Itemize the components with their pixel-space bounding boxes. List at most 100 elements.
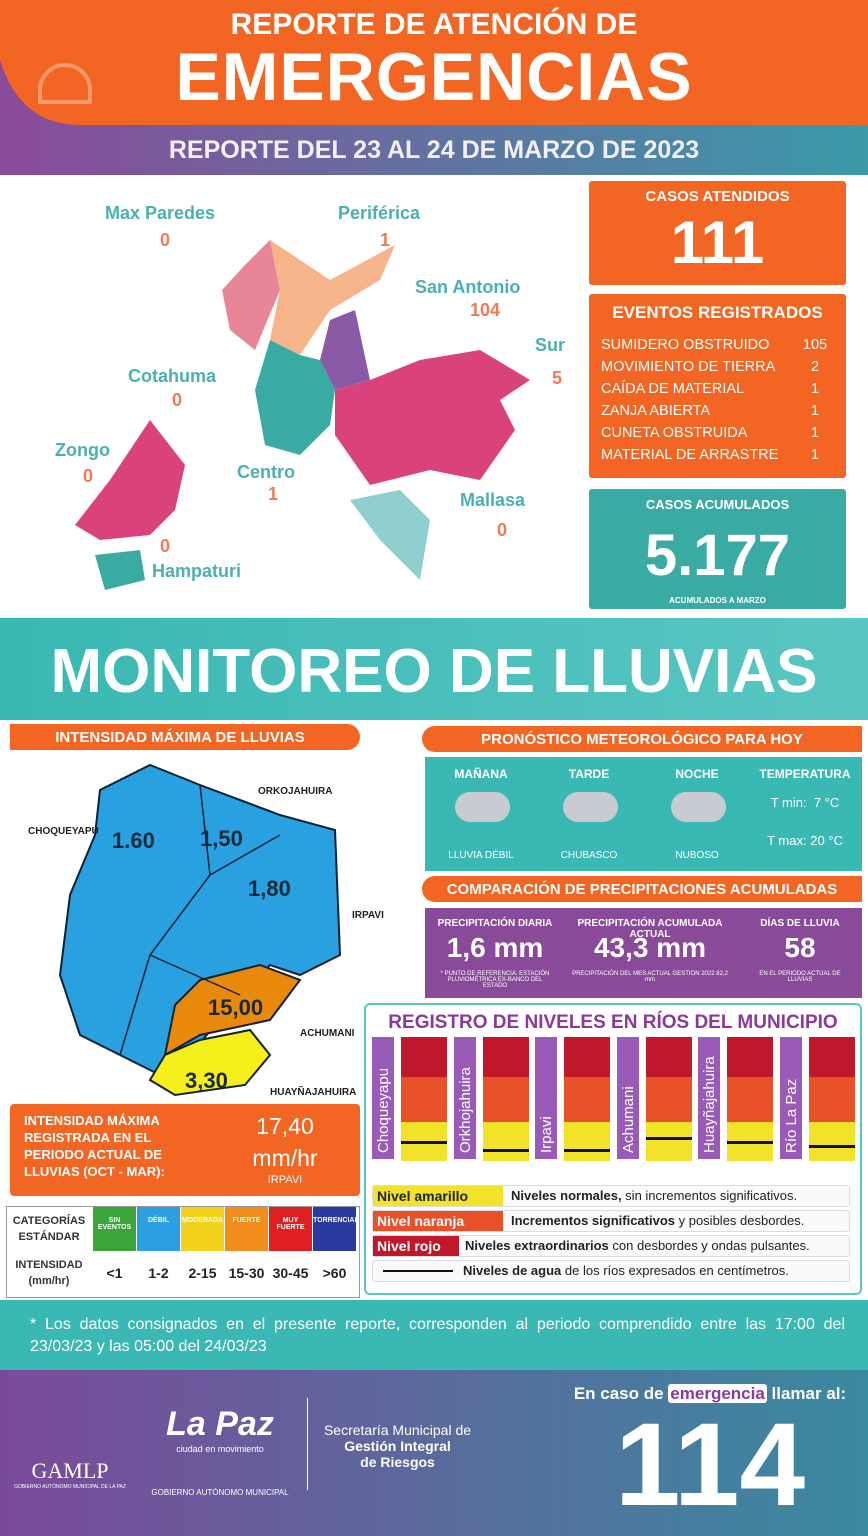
legend-bold: Niveles extraordinarios: [465, 1238, 609, 1253]
river-level: [482, 1037, 529, 1161]
cases-value: 111: [670, 209, 765, 276]
level-red: [401, 1037, 447, 1077]
period-name: MAÑANA: [454, 767, 508, 781]
table-header: CATEGORÍAS ESTÁNDAR: [12, 1215, 86, 1243]
legend-text: Niveles extraordinarios con desbordes y …: [465, 1238, 810, 1253]
gamlp-sub: GOBIERNO AUTÓNOMO MUNICIPAL DE LA PAZ: [14, 1484, 126, 1490]
category-cell: SIN EVENTOS: [93, 1207, 136, 1251]
station-value: 15,00: [208, 995, 264, 1020]
water-line: [808, 1145, 855, 1148]
accumulated-value: 5.177: [644, 523, 791, 588]
river-name-box: Huayñajahuira: [698, 1037, 720, 1159]
category-name: TORRENCIAL: [313, 1217, 359, 1224]
legend-rest: y posibles desbordes.: [675, 1213, 805, 1228]
call-post: llamar al:: [766, 1384, 847, 1403]
station-name: ACHUMANI: [300, 1028, 355, 1039]
level-yellow: [645, 1122, 692, 1161]
station-value: 1,80: [248, 876, 291, 901]
legend-bold: Niveles normales,: [511, 1188, 622, 1203]
secretaria-2: Gestión Integral: [344, 1438, 451, 1454]
legend-label: Nivel rojo: [373, 1236, 459, 1256]
cloud-icon: [563, 792, 618, 822]
level-red: [727, 1037, 773, 1077]
river-level: [727, 1037, 773, 1161]
period-name: TARDE: [568, 767, 610, 781]
cloud-icon: [671, 792, 726, 822]
district-value: 1: [268, 484, 279, 504]
comparison-note: * PUNTO DE REFERENCIA: ESTACIÓN PLUVIOMÉ…: [440, 971, 550, 989]
legend-label: Nivel naranja: [373, 1211, 503, 1231]
district-shape: [95, 550, 145, 590]
lapaz-tag: ciudad en movimiento: [176, 1444, 264, 1454]
station-value: 3,30: [185, 1068, 228, 1093]
phone: 114: [614, 1399, 806, 1531]
footnote: * Los datos consignados en el presente r…: [30, 1316, 845, 1355]
category-name: DÉBIL: [148, 1217, 169, 1224]
temp-title: TEMPERATURA: [759, 767, 851, 781]
forecast-bar: [422, 726, 862, 752]
water-line: [727, 1141, 773, 1144]
event-value: 1: [810, 425, 820, 441]
events-list: [600, 329, 602, 330]
level-red: [645, 1037, 692, 1077]
level-orange: [645, 1077, 692, 1122]
district-value: 0: [172, 390, 183, 410]
cloud-icon: [455, 792, 510, 822]
event-name: CAÍDA DE MATERIAL: [601, 381, 745, 397]
call-line: En caso de emergencia llamar al:: [560, 1384, 860, 1404]
district-map: [75, 240, 530, 590]
river-name-box: Río La Paz: [779, 1037, 802, 1159]
comparison-value: 1,6 mm: [446, 932, 544, 963]
rivers-box: Choqueyapu Orkhojahuira Irpavi Achumani Huay…: [364, 1003, 862, 1295]
comparison-label: PRECIPITACIÓN ACUMULADA ACTUAL: [577, 918, 723, 940]
call-pre: En caso de: [573, 1384, 669, 1403]
category-cell: DÉBIL: [137, 1207, 180, 1251]
river-name-box: Orkhojahuira: [453, 1037, 476, 1159]
category-range: 1-2: [148, 1265, 169, 1281]
district-name: Cotahuma: [128, 366, 217, 386]
event-name: CUNETA OBSTRUIDA: [601, 425, 748, 441]
district-name: Zongo: [55, 440, 110, 460]
temp-min: T min: 7 °C: [770, 795, 840, 810]
category-range: <1: [106, 1265, 123, 1281]
legend-row: Niveles de agua de los ríos expresados e…: [372, 1260, 850, 1282]
legend-bold: Niveles de agua: [463, 1263, 562, 1278]
level-orange: [482, 1077, 529, 1122]
category-table: CATEGORÍAS ESTÁNDAR INTENSIDAD (mm/hr) SIN…: [6, 1206, 360, 1298]
events-box: [589, 294, 846, 478]
basin-line: [119, 784, 281, 1056]
district-shape: [320, 310, 370, 390]
siren-icon: [38, 63, 92, 104]
comparison-label: DÍAS DE LLUVIA: [760, 918, 840, 929]
comparison-label: PRECIPITACIÓN DIARIA: [437, 918, 553, 929]
divider: [0, 175, 868, 180]
period-condition: LLUVIA DÉBIL: [448, 850, 514, 861]
district-shape: [255, 340, 335, 455]
station-value: 1.60: [112, 828, 155, 853]
legend-rest: sin incrementos significativos.: [621, 1188, 798, 1203]
category-range: 30-45: [272, 1265, 309, 1281]
category-range: 15-30: [228, 1265, 265, 1281]
category-name: FUERTE: [232, 1217, 261, 1224]
call-emergency: emergencia: [668, 1384, 767, 1403]
legend-text: Niveles normales, sin incrementos signif…: [511, 1188, 797, 1203]
max-value: 17,40: [256, 1113, 314, 1139]
event-name: ZANJA ABIERTA: [601, 403, 711, 419]
district-value: 1: [380, 230, 391, 250]
event-name: SUMIDERO OBSTRUIDO: [601, 337, 770, 353]
comparison-value: 43,3 mm: [593, 932, 707, 963]
level-red: [482, 1037, 529, 1077]
district-name: Mallasa: [460, 490, 526, 510]
basin: [163, 963, 302, 1057]
river-level: [564, 1037, 610, 1161]
basin-map: [58, 763, 342, 1097]
max-label: INTENSIDAD MÁXIMA REGISTRADA EN EL PERIO…: [24, 1113, 165, 1179]
level-orange: [401, 1077, 447, 1122]
temp-max: T max: 20 °C: [767, 833, 843, 848]
level-orange: [564, 1077, 610, 1122]
legend-row: Nivel rojo Niveles extraordinarios con de…: [372, 1235, 850, 1257]
district-shape: [222, 240, 280, 350]
legend-bold: Incrementos significativos: [511, 1213, 675, 1228]
level-orange: [727, 1077, 773, 1122]
